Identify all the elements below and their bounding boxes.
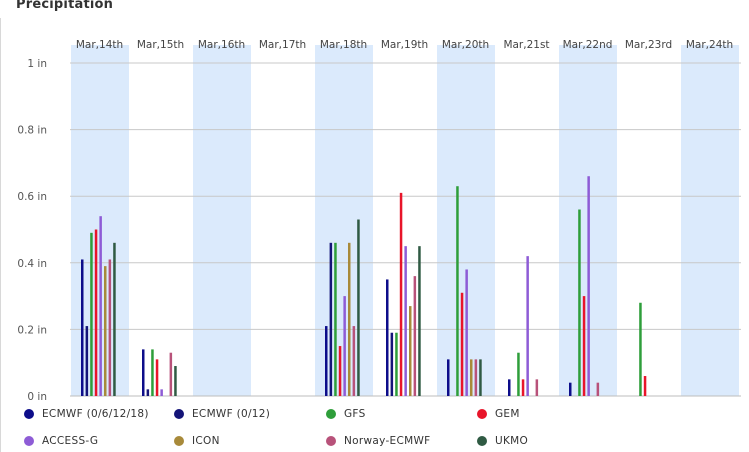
bar <box>508 379 511 396</box>
bar <box>404 246 407 396</box>
chart-title: Precipitation <box>16 0 114 12</box>
bar <box>146 389 150 396</box>
y-tick-label: 1 in <box>27 58 47 70</box>
bar <box>348 242 351 396</box>
bar <box>108 259 112 396</box>
x-tick-label: Mar,15th <box>137 39 184 51</box>
x-tick-label: Mar,22nd <box>563 39 613 51</box>
bar <box>517 352 520 396</box>
bar <box>81 259 84 396</box>
x-tick-label: Mar,19th <box>381 39 428 51</box>
x-tick-label: Mar,16th <box>198 39 245 51</box>
bar <box>395 332 398 396</box>
bar <box>155 359 159 396</box>
bar <box>465 269 468 396</box>
bar <box>325 326 328 396</box>
bar <box>390 332 394 396</box>
y-tick-label: 0.4 in <box>17 258 47 270</box>
bar <box>587 176 590 396</box>
x-tick-label: Mar,20th <box>442 39 489 51</box>
bar <box>334 242 337 396</box>
x-tick-label: Mar,23rd <box>625 39 672 51</box>
bar <box>596 382 600 396</box>
bar <box>456 186 459 396</box>
bar <box>386 279 389 396</box>
y-tick-label: 0.2 in <box>17 324 47 336</box>
bar <box>174 366 177 396</box>
bar <box>526 256 529 396</box>
bar <box>474 359 478 396</box>
bar <box>399 192 403 396</box>
x-tick-label: Mar,21st <box>503 39 549 51</box>
bar <box>535 379 539 396</box>
bar <box>582 296 586 396</box>
chart-left-border <box>0 18 1 452</box>
bar <box>643 376 647 396</box>
bar <box>578 209 581 396</box>
bar <box>479 359 482 396</box>
x-tick-label: Mar,14th <box>76 39 123 51</box>
bar <box>329 242 333 396</box>
bar <box>142 349 145 396</box>
x-tick-label: Mar,18th <box>320 39 367 51</box>
bar <box>460 292 464 396</box>
column-band-11 <box>681 45 739 396</box>
x-tick-label: Mar,17th <box>259 39 306 51</box>
bar <box>99 216 102 396</box>
bar <box>413 276 417 396</box>
y-tick-label: 0.8 in <box>17 125 47 137</box>
bar <box>338 346 342 396</box>
bar <box>94 229 98 396</box>
bar <box>470 359 473 396</box>
y-tick-label: 0.6 in <box>17 191 47 203</box>
column-band-3 <box>193 45 251 396</box>
bar <box>169 352 173 396</box>
bar <box>357 219 360 396</box>
bar <box>104 266 107 396</box>
bar <box>85 326 89 396</box>
bar <box>418 246 421 396</box>
y-tick-label: 0 in <box>27 391 47 403</box>
bar <box>352 326 356 396</box>
bar <box>569 382 572 396</box>
bar <box>160 389 163 396</box>
x-tick-label: Mar,24th <box>686 39 733 51</box>
bar <box>447 359 450 396</box>
bar <box>151 349 154 396</box>
bar <box>639 302 642 396</box>
bar <box>113 242 116 396</box>
bar <box>521 379 525 396</box>
bar <box>343 296 346 396</box>
bar <box>409 306 412 396</box>
bar <box>90 232 93 396</box>
